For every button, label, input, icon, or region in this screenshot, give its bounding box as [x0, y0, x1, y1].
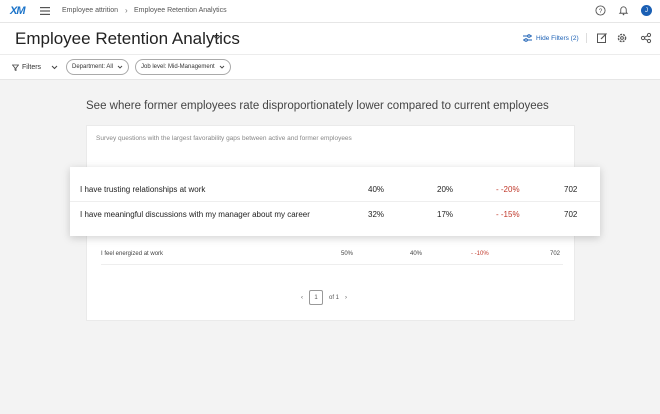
settings-icon[interactable]: [616, 32, 628, 44]
hide-filters-button[interactable]: Hide Filters (2): [523, 34, 579, 42]
card-subtitle: Survey questions with the largest favora…: [96, 135, 352, 142]
breadcrumb-parent[interactable]: Employee attrition: [62, 7, 119, 14]
table-row[interactable]: I feel energized at work 50% 40% ‑ -10% …: [101, 245, 563, 265]
respondent-count: 702: [550, 251, 561, 257]
gap-value: ‑ -15%: [496, 210, 520, 219]
job-level-filter-label: Job level: Mid-Management: [141, 64, 215, 70]
filter-funnel-icon: [12, 64, 19, 71]
share-icon[interactable]: [640, 32, 652, 44]
page-number-input[interactable]: 1: [309, 290, 323, 305]
respondent-count: 702: [564, 210, 578, 219]
job-level-filter-pill[interactable]: Job level: Mid-Management: [135, 59, 231, 75]
filters-toggle[interactable]: Filters: [12, 64, 41, 71]
help-icon[interactable]: ?: [595, 5, 606, 16]
widget-heading: See where former employees rate dispropo…: [86, 100, 549, 112]
former-score: 40%: [410, 251, 423, 257]
pagination: ‹ 1 of 1 ›: [301, 290, 347, 305]
active-score: 40%: [368, 185, 385, 194]
edit-icon[interactable]: [596, 32, 608, 44]
table-row[interactable]: I have trusting relationships at work 40…: [70, 173, 600, 202]
question-text: I have trusting relationships at work: [80, 185, 206, 194]
table-row[interactable]: I have meaningful discussions with my ma…: [70, 198, 600, 227]
chevron-down-icon[interactable]: [51, 65, 58, 70]
gap-value: ‑ -20%: [496, 185, 520, 194]
zoomed-rows-highlight: I have trusting relationships at work 40…: [70, 167, 600, 236]
department-filter-label: Department: All: [72, 64, 114, 70]
filters-label: Filters: [22, 64, 42, 71]
svg-text:?: ?: [599, 8, 603, 15]
chevron-down-icon: [219, 65, 225, 69]
breadcrumb-chevron-icon: ›: [125, 6, 128, 15]
avatar[interactable]: J: [641, 5, 652, 16]
title-bar: Employee Retention Analytics Hide Filter…: [0, 23, 660, 55]
filter-sliders-icon: [523, 34, 532, 42]
question-text: I feel energized at work: [101, 251, 164, 257]
active-score: 32%: [368, 210, 385, 219]
chevron-down-icon[interactable]: [213, 35, 221, 41]
filter-bar: Filters Department: All Job level: Mid-M…: [0, 55, 660, 80]
chevron-left-icon[interactable]: ‹: [301, 294, 303, 301]
gap-value: ‑ -10%: [471, 251, 489, 257]
respondent-count: 702: [564, 185, 578, 194]
former-score: 20%: [437, 185, 454, 194]
page-total-label: of 1: [329, 294, 340, 301]
top-bar: XM Employee attrition › Employee Retenti…: [0, 0, 660, 23]
divider: [586, 33, 587, 43]
chevron-right-icon[interactable]: ›: [345, 294, 348, 301]
active-score: 50%: [341, 251, 354, 257]
bell-icon[interactable]: [618, 5, 629, 16]
department-filter-pill[interactable]: Department: All: [66, 59, 130, 75]
chevron-down-icon: [117, 65, 123, 69]
xm-logo[interactable]: XM: [10, 5, 25, 17]
question-text: I have meaningful discussions with my ma…: [80, 210, 310, 219]
hamburger-menu-icon[interactable]: [40, 7, 50, 15]
page-title[interactable]: Employee Retention Analytics: [15, 29, 240, 48]
former-score: 17%: [437, 210, 454, 219]
hide-filters-label: Hide Filters (2): [536, 34, 579, 42]
breadcrumb-current: Employee Retention Analytics: [134, 7, 227, 14]
